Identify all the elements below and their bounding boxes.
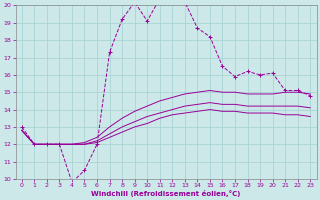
X-axis label: Windchill (Refroidissement éolien,°C): Windchill (Refroidissement éolien,°C) (91, 190, 241, 197)
